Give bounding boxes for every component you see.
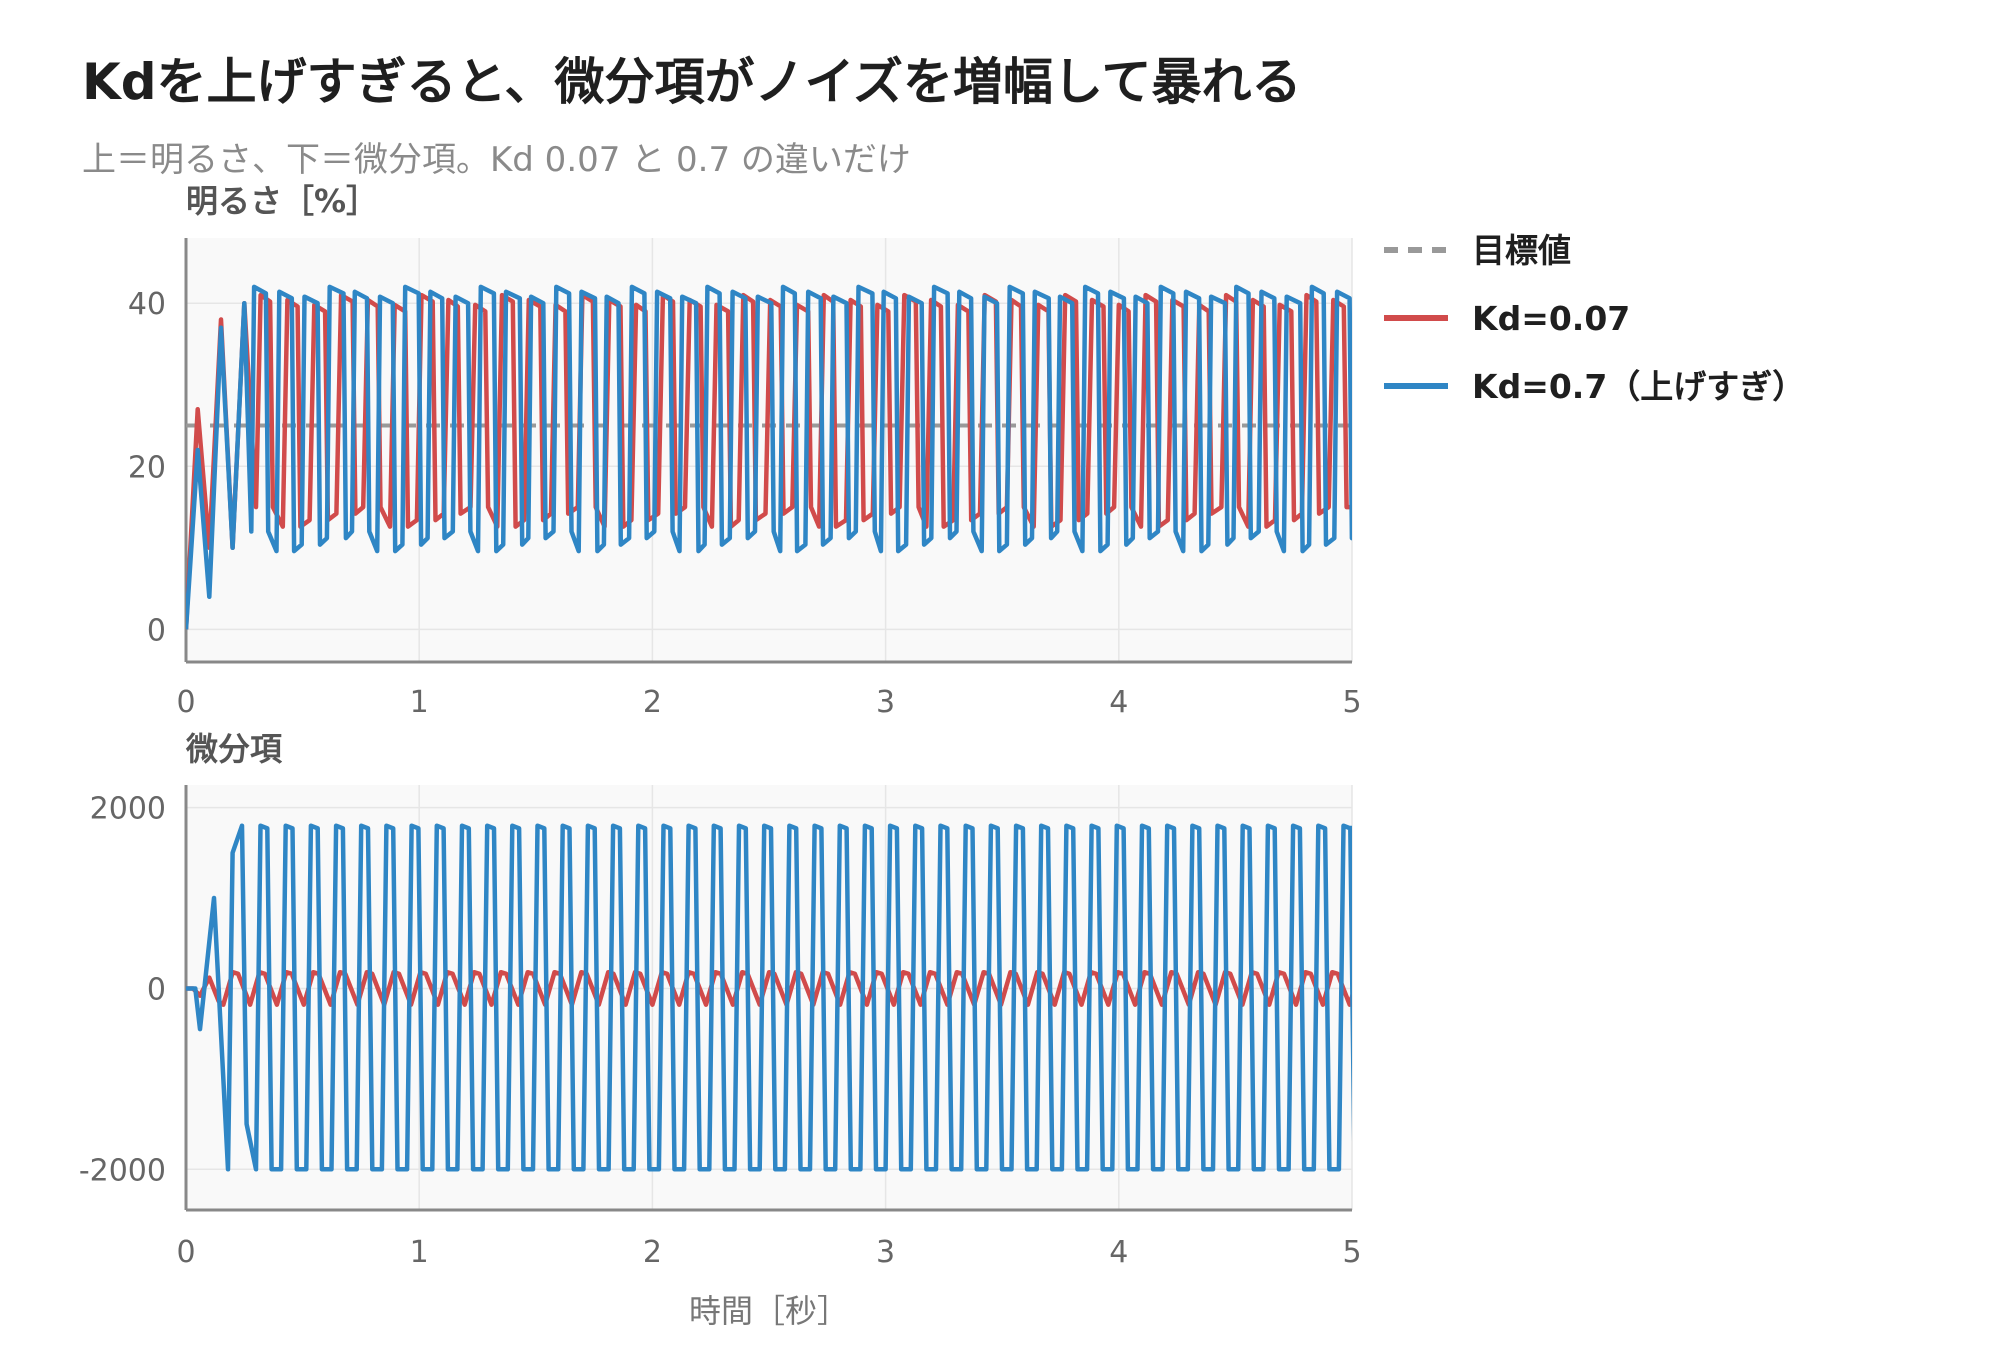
y-axis-label: 明るさ［%］: [186, 182, 378, 220]
x-tick-label: 4: [1109, 685, 1128, 720]
x-tick-label: 4: [1109, 1235, 1128, 1270]
y-tick-label: 2000: [90, 792, 166, 827]
y-tick-label: 0: [147, 972, 166, 1007]
series-line-kd-07: [186, 823, 1352, 1172]
y-tick-label: 0: [147, 613, 166, 648]
x-tick-label: 0: [176, 685, 195, 720]
x-tick-label: 3: [876, 1235, 895, 1270]
y-tick-label: 20: [128, 450, 166, 485]
x-tick-label: 5: [1342, 685, 1361, 720]
legend-label: Kd=0.07: [1472, 299, 1630, 338]
brightness-panel: 0 1 2 3 4 5 0 20 40 明るさ［%］: [128, 182, 1362, 720]
x-tick-label: 1: [410, 1235, 429, 1270]
y-tick-label: 40: [128, 287, 166, 322]
x-axis-label: 時間［秒］: [689, 1292, 849, 1330]
x-tick-label: 0: [176, 1235, 195, 1270]
x-tick-label: 1: [410, 685, 429, 720]
legend: 目標値 Kd=0.07 Kd=0.7（上げすぎ）: [1384, 231, 1805, 406]
series-line-kd-07: [186, 284, 1352, 630]
legend-label: 目標値: [1472, 231, 1571, 270]
x-tick-label: 2: [643, 1235, 662, 1270]
y-tick-label: -2000: [79, 1153, 166, 1188]
legend-label: Kd=0.7（上げすぎ）: [1472, 367, 1805, 406]
chart-subtitle: 上＝明るさ、下＝微分項。Kd 0.07 と 0.7 の違いだけ: [82, 140, 911, 180]
chart-title: Kdを上げすぎると、微分項がノイズを増幅して暴れる: [82, 53, 1302, 111]
x-tick-label: 5: [1342, 1235, 1361, 1270]
x-tick-label: 3: [876, 685, 895, 720]
y-axis-label: 微分項: [185, 730, 283, 768]
x-tick-label: 2: [643, 685, 662, 720]
